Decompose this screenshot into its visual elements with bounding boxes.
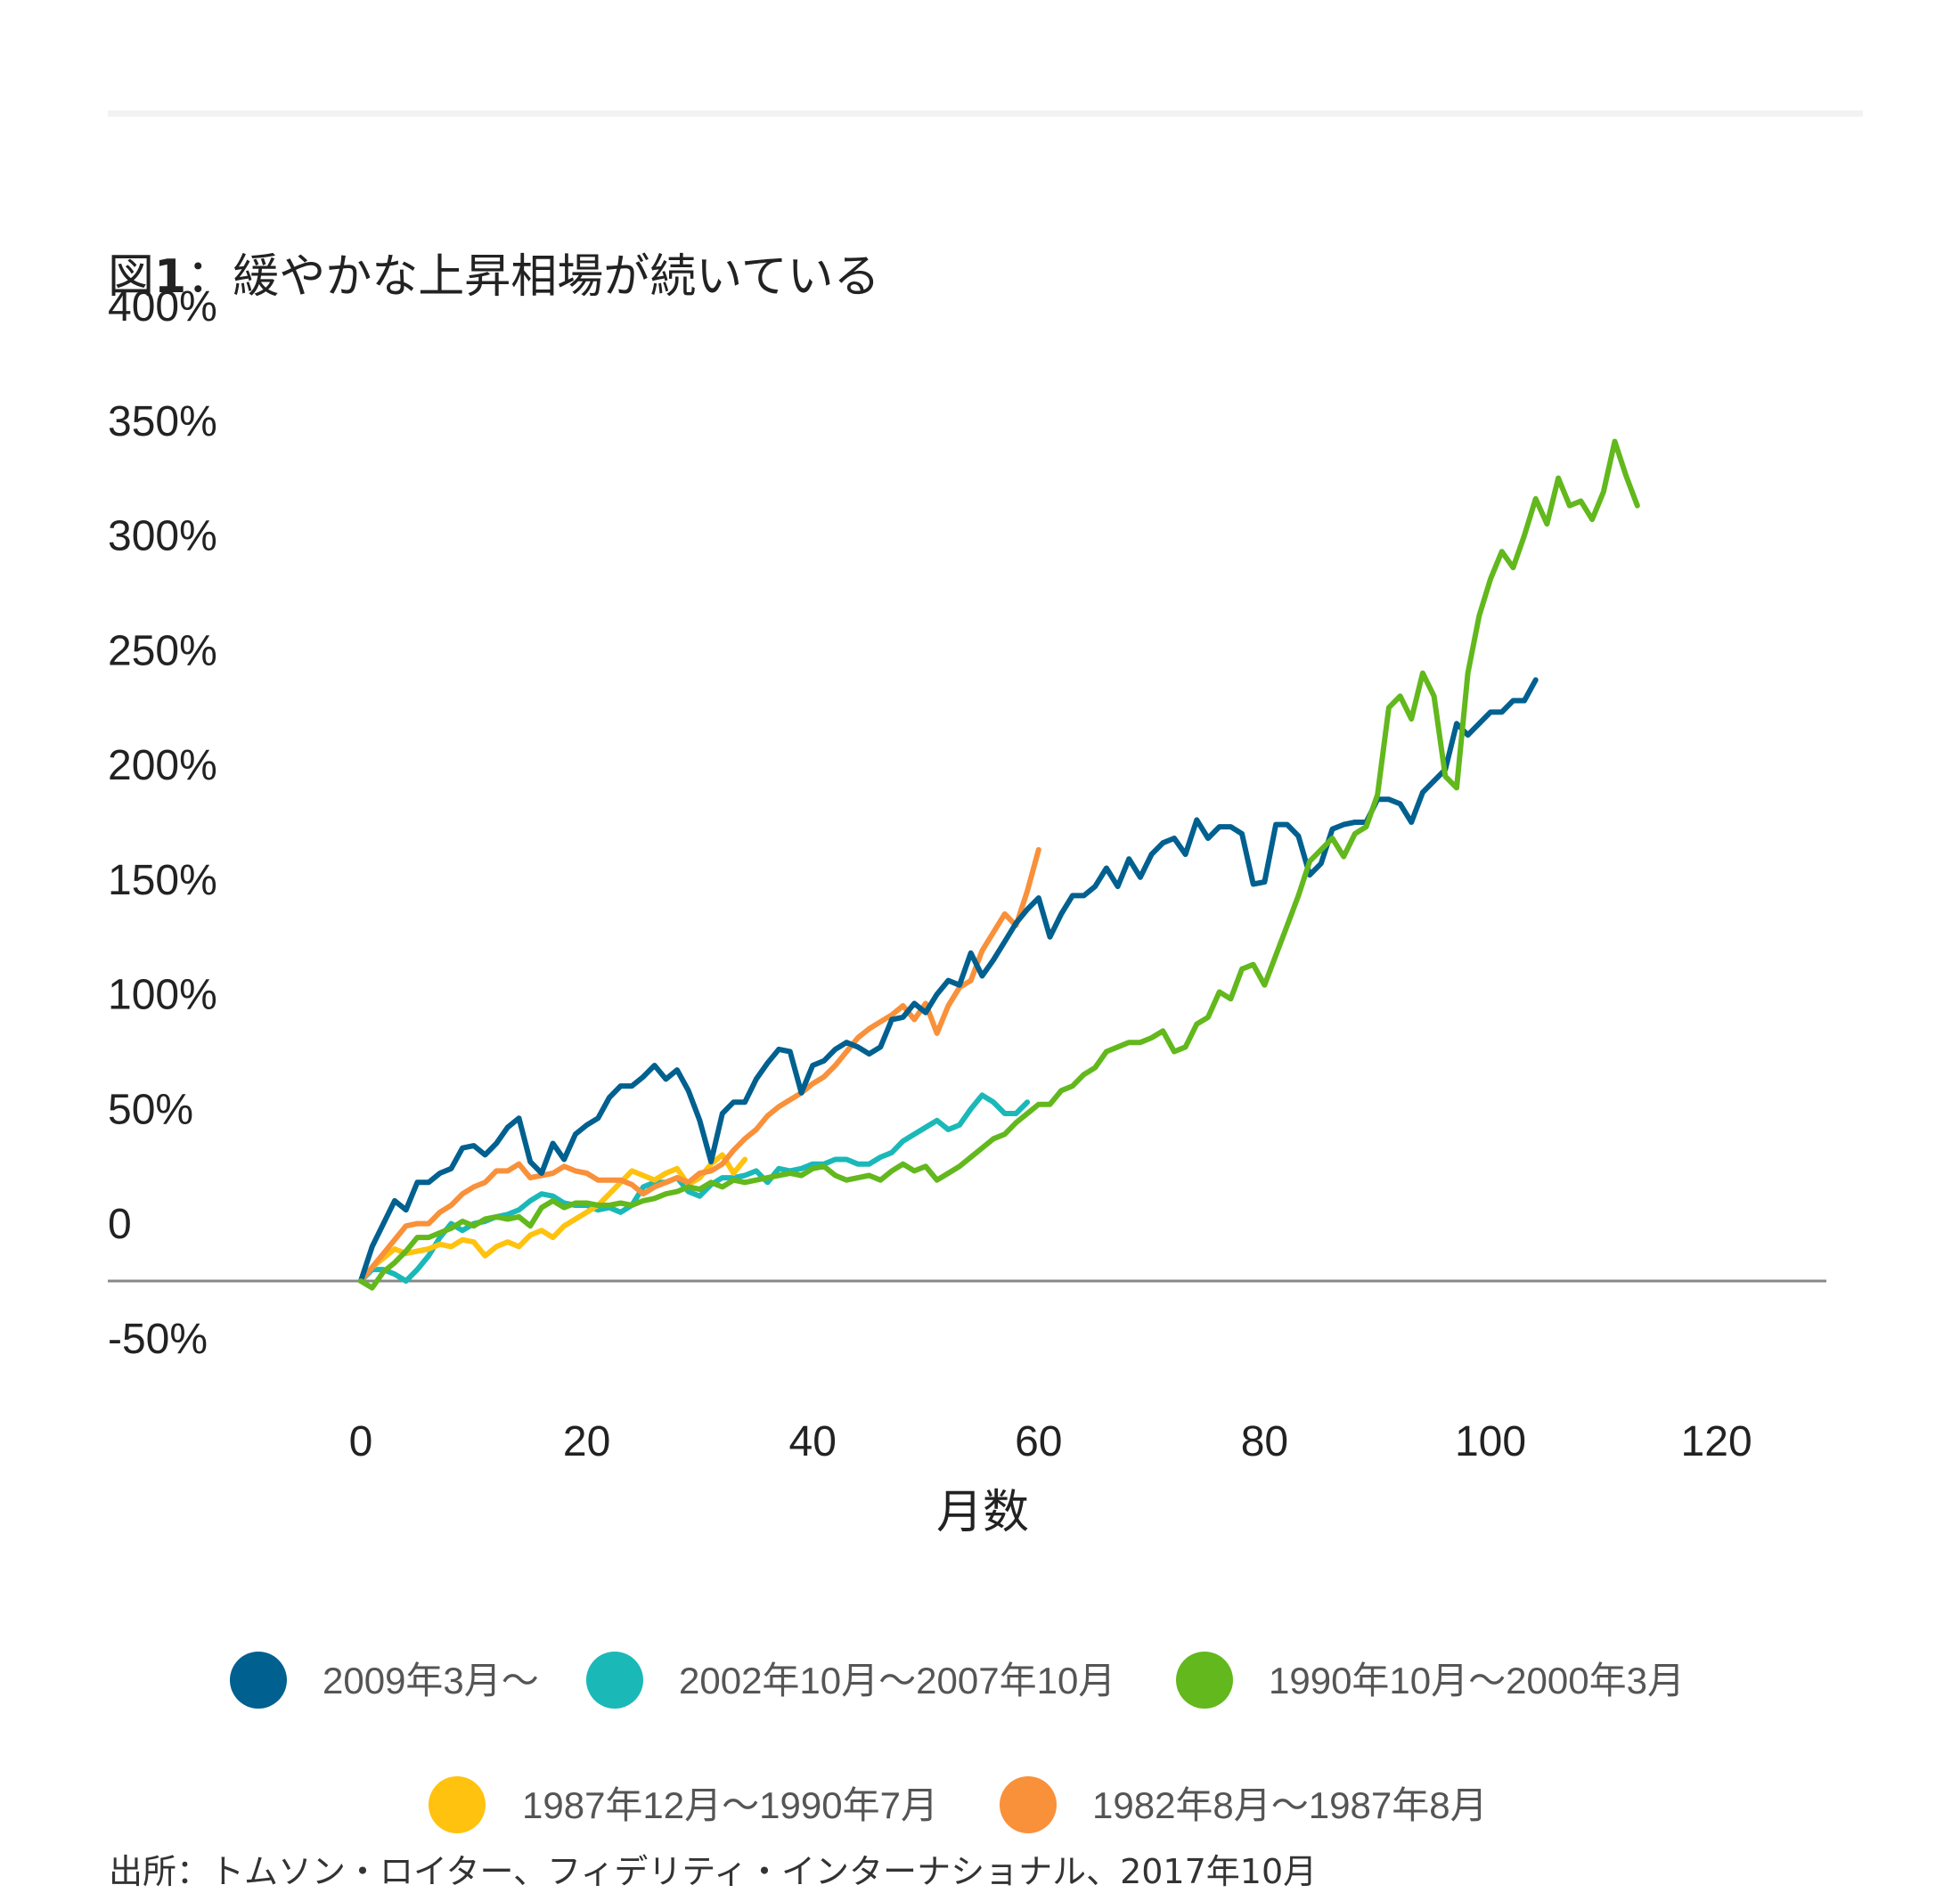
series-line-2 [358,438,1640,1291]
series-lines [358,438,1640,1291]
legend-item: 2009年3月〜 [230,1652,539,1709]
legend-label: 2009年3月〜 [323,1660,539,1701]
y-tick-label: 50% [108,1086,193,1133]
legend-item: 1990年10月〜2000年3月 [1176,1652,1685,1709]
x-tick-label: 100 [1455,1418,1526,1465]
legend-label: 1987年12月〜1990年7月 [522,1784,938,1826]
y-tick-label: 400% [108,283,217,330]
y-tick-label: 350% [108,398,217,445]
y-tick-label: 150% [108,857,217,904]
y-tick-label: 300% [108,513,217,560]
legend-swatch [1000,1776,1057,1833]
series-line-4 [358,846,1041,1284]
top-divider [108,110,1863,117]
chart-title-number: 1 [154,250,187,304]
chart-title-prefix: 図 [108,250,155,304]
series-line-0 [358,677,1539,1284]
legend-label: 2002年10月〜2007年10月 [679,1660,1115,1701]
legend-item: 1987年12月〜1990年7月 [429,1776,938,1833]
legend-label: 1990年10月〜2000年3月 [1269,1660,1685,1701]
y-tick-label: 100% [108,972,217,1019]
chart-title-text: 緩やかな上昇相場が続いている [233,250,880,304]
x-tick-label: 80 [1241,1418,1288,1465]
y-tick-label: -50% [108,1316,208,1363]
legend-swatch [586,1652,643,1709]
x-tick-label: 0 [349,1418,373,1465]
legend-label: 1982年8月〜1987年8月 [1092,1784,1488,1826]
legend-swatch [429,1776,486,1833]
source-note: 出所：トムソン・ロイター、フィデリティ・インターナショナル、2017年10月 [109,1852,1318,1891]
legend-swatch [230,1652,287,1709]
x-axis-ticks: 0 20 40 60 80 100 120 [349,1418,1752,1465]
x-tick-label: 20 [563,1418,610,1465]
x-tick-label: 40 [789,1418,837,1465]
legend-item: 2002年10月〜2007年10月 [586,1652,1115,1709]
legend-swatch [1176,1652,1233,1709]
chart-title-separator: ： [186,250,233,304]
y-tick-label: 0 [108,1201,132,1248]
x-axis-label: 月数 [936,1486,1029,1539]
y-tick-label: 250% [108,627,217,674]
y-axis-ticks: 400% 350% 300% 250% 200% 150% 100% 50% 0 -50% [108,283,217,1363]
x-tick-label: 60 [1015,1418,1062,1465]
x-tick-label: 120 [1681,1418,1752,1465]
legend-item: 1982年8月〜1987年8月 [1000,1776,1488,1833]
legend: 2009年3月〜 2002年10月〜2007年10月 1990年10月〜2000年3… [230,1652,1685,1833]
series-line-3 [358,1152,748,1284]
y-tick-label: 200% [108,742,217,789]
chart-title: 図1：緩やかな上昇相場が続いている [108,239,880,306]
